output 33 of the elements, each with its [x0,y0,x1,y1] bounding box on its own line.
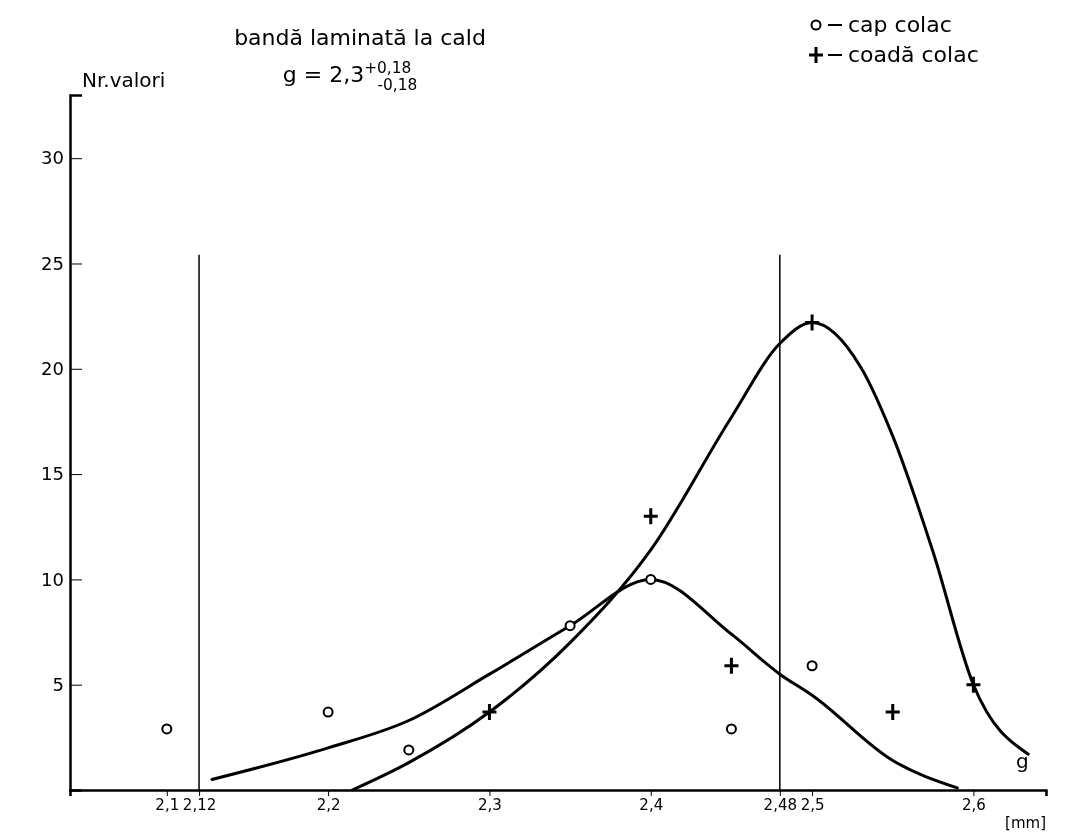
x-tick-label: 2,12 [182,795,217,814]
x-tick-label: 2,4 [639,795,664,814]
point [806,660,818,672]
point [642,506,660,526]
x-axis-title: g [1016,749,1029,773]
y-tick-label: 5 [52,673,64,695]
y-tick-label: 15 [41,463,64,485]
y-tick-label: 25 [41,252,64,274]
x-tick-label: 2,3 [478,795,502,814]
point [322,706,334,718]
point [403,744,415,756]
y-tick-label: 20 [41,358,64,380]
legend-label: coadă colac [848,42,979,67]
point [803,312,821,332]
x-tick-label: 2,6 [961,795,986,814]
legend-label: cap colac [848,12,952,37]
point [725,723,737,735]
x-tick-label: 2,1 [155,795,180,814]
y-tick-label: 10 [41,568,64,590]
point [161,723,173,735]
point [722,656,740,676]
text: [mm] [1005,814,1046,832]
chart-title: bandă laminată la cald [234,25,486,50]
point [564,620,576,632]
y-axis-title: Nr.valori [82,68,166,92]
x-tick-label: 2,5 [800,795,825,814]
y-tick-label: 30 [41,147,64,169]
point [480,702,498,722]
point [884,702,902,722]
point [964,675,982,695]
x-tick-label: 2,2 [316,795,341,814]
x-tick-label: 2,48 [763,795,798,814]
point [645,573,657,585]
